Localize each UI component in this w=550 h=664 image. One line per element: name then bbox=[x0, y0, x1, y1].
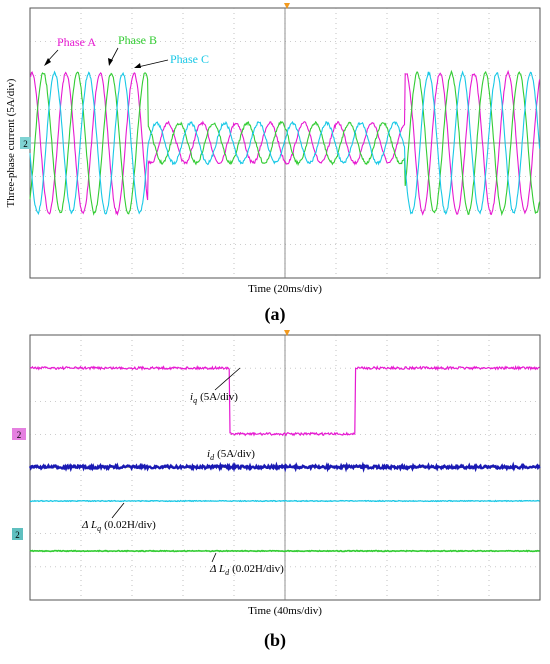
phase-waveform bbox=[30, 69, 541, 217]
channel-marker-label: 2 bbox=[23, 139, 28, 149]
arrow-heads bbox=[44, 58, 141, 68]
trace bbox=[29, 365, 540, 437]
trace-label: id (5A/div) bbox=[207, 448, 255, 462]
trace-scale: (5A/div) bbox=[217, 448, 255, 460]
phase-waveform bbox=[29, 70, 541, 216]
trace-scale: (0.02H/div) bbox=[104, 519, 156, 531]
channel-marker-label: 2 bbox=[15, 530, 20, 540]
channel-marker bbox=[12, 428, 26, 440]
trace-subscript: d bbox=[225, 568, 230, 577]
trace bbox=[28, 461, 541, 473]
trace-scale: (0.02H/div) bbox=[232, 563, 284, 575]
y-axis-label: Three-phase current (5A/div) bbox=[5, 78, 17, 207]
phase-label: Phase C bbox=[170, 52, 209, 66]
phase-label: Phase B bbox=[118, 33, 157, 47]
trace bbox=[29, 549, 540, 553]
trace-symbol: i bbox=[190, 391, 193, 403]
x-axis-label: Time (20ms/div) bbox=[248, 283, 322, 295]
trace-scale: (5A/div) bbox=[200, 391, 238, 403]
waveforms bbox=[28, 69, 541, 553]
trace-subscript: d bbox=[210, 453, 215, 462]
trace bbox=[29, 499, 540, 503]
x-axis-label: Time (40ms/div) bbox=[248, 605, 322, 617]
trace-subscript: q bbox=[193, 396, 197, 405]
phase-waveform bbox=[29, 69, 541, 217]
caption: (b) bbox=[264, 630, 286, 651]
trace-label: iq (5A/div) bbox=[190, 391, 238, 405]
trace-subscript: q bbox=[97, 524, 101, 533]
trace-symbol: Δ L bbox=[81, 519, 97, 531]
trigger-marker bbox=[284, 3, 290, 9]
annotation-arrows bbox=[45, 47, 241, 563]
channel-marker bbox=[20, 137, 31, 149]
phase-label: Phase A bbox=[57, 35, 96, 49]
trace-label: Δ Ld (0.02H/div) bbox=[209, 563, 284, 577]
trace-symbol: Δ L bbox=[209, 563, 225, 575]
channel-marker-label: 2 bbox=[17, 430, 22, 440]
trace-symbol: i bbox=[207, 448, 210, 460]
trace-label: Δ Lq (0.02H/div) bbox=[81, 519, 156, 533]
trigger-marker bbox=[284, 330, 290, 336]
caption: (a) bbox=[265, 304, 286, 325]
channel-marker bbox=[12, 528, 23, 540]
